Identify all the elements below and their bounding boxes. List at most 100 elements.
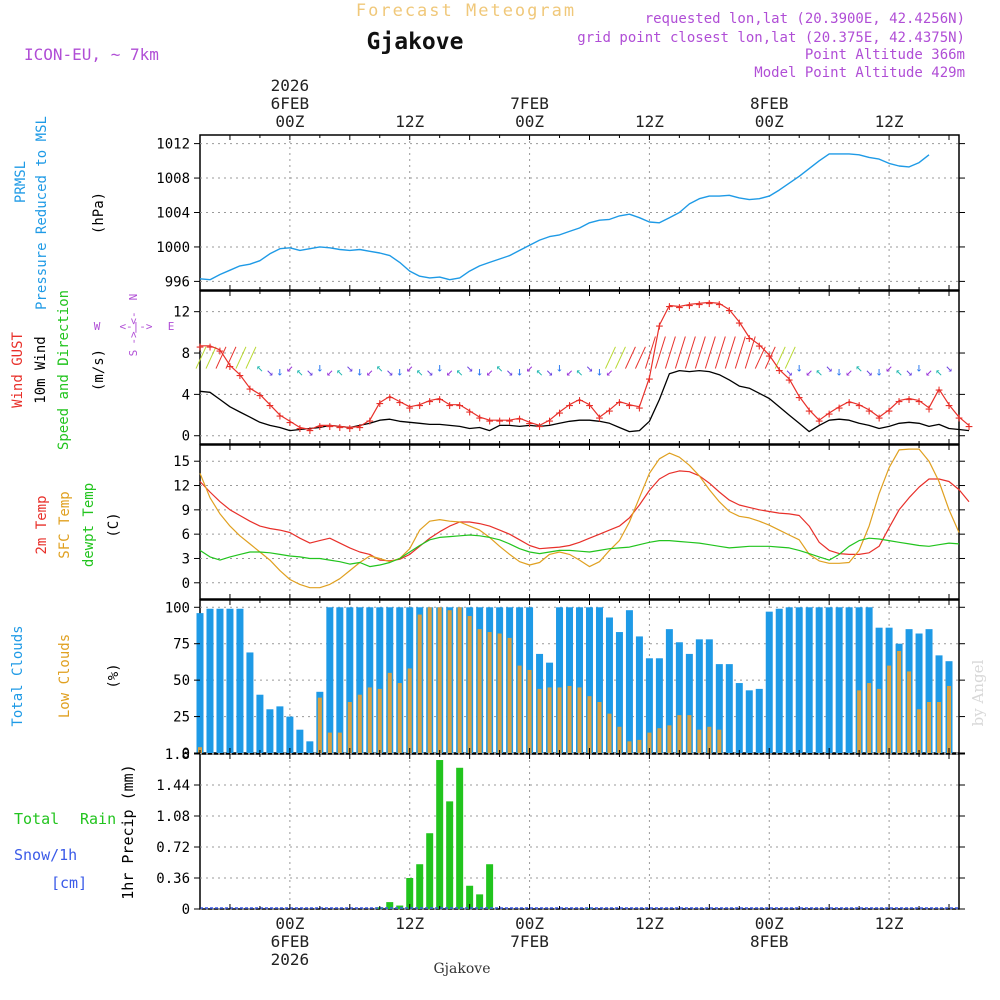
top-time-label: 8FEB <box>750 94 789 113</box>
wind-direction-arrow: ↘ <box>546 365 553 379</box>
rain-bar <box>386 902 394 909</box>
total-cloud-bar <box>855 607 863 753</box>
gust-marker: + <box>675 301 683 316</box>
gust-marker: + <box>725 304 733 319</box>
gust-marker: + <box>446 399 454 414</box>
wind-direction-arrow: ↙ <box>885 361 892 375</box>
gust-marker: + <box>466 405 474 420</box>
total-cloud-bar <box>376 607 384 753</box>
wind-hatch-mark <box>744 336 756 369</box>
bottom-time-label: 12Z <box>875 914 904 933</box>
clouds-ytick-label: 0 <box>182 746 190 762</box>
low-cloud-bar <box>407 668 412 753</box>
temperature-panel-frame <box>199 444 960 600</box>
total-cloud-bar <box>865 607 873 753</box>
gust-marker: + <box>596 411 604 426</box>
temperature-ytick-label: 12 <box>173 479 190 495</box>
low-cloud-bar <box>607 713 612 753</box>
wind-direction-arrow: ↓ <box>796 361 803 375</box>
total-cloud-bar <box>576 607 583 753</box>
wind-hatch-mark <box>684 336 696 369</box>
gust-marker: + <box>735 316 743 331</box>
gust-marker: + <box>945 399 953 414</box>
low-cloud-bar <box>917 709 922 753</box>
compass-s-arrow: -> <box>127 331 140 345</box>
gust-marker: + <box>486 414 494 429</box>
low-cloud-bar <box>337 732 342 753</box>
gust-marker: + <box>586 399 594 414</box>
gust-marker: + <box>406 401 414 416</box>
gust-marker: + <box>715 297 723 312</box>
total-cloud-bar <box>346 607 354 753</box>
total-cloud-bar <box>246 652 254 753</box>
gust-marker: + <box>366 414 374 429</box>
wind-direction-arrow: ↓ <box>836 365 843 379</box>
wind-direction-arrow: ↘ <box>866 365 873 379</box>
gust-marker: + <box>556 406 564 421</box>
wind-direction-arrow: ↘ <box>826 361 833 375</box>
low-cloud-bar <box>477 629 482 753</box>
gust-marker: + <box>476 411 484 426</box>
gust-marker: + <box>636 401 644 416</box>
wind-direction-arrow: ↓ <box>396 365 403 379</box>
top-time-label: 7FEB <box>510 94 549 113</box>
wind-compass: N <- -> S W <-|-> E <box>94 294 175 357</box>
total-cloud-bar <box>286 716 294 753</box>
pressure-ytick-label: 996 <box>165 274 190 290</box>
wind-hatch-mark <box>634 346 646 369</box>
total-cloud-bar <box>625 610 633 753</box>
location-title: Gjakove <box>367 29 464 55</box>
model-label: ICON-EU, ~ 7km <box>24 45 159 64</box>
compass-w: W <box>94 320 101 333</box>
gust-marker: + <box>855 399 863 414</box>
wind-direction-arrow: ↓ <box>316 361 323 375</box>
low-cloud-bar <box>627 741 632 753</box>
total-cloud-bar <box>835 607 843 753</box>
total-cloud-bar <box>296 729 304 753</box>
total-cloud-bar <box>276 706 284 753</box>
wind-direction-arrow: ↙ <box>526 361 533 375</box>
low-cloud-bar <box>717 729 722 753</box>
wind-direction-arrow: ↖ <box>336 365 343 379</box>
top-time-label: 00Z <box>275 112 304 131</box>
pressure-ytick-label: 1008 <box>156 171 190 187</box>
low-cloud-bar <box>677 715 682 753</box>
wind-direction-arrow: ↙ <box>806 365 813 379</box>
precip-total-label: Total <box>14 810 59 828</box>
precip-ylabel: Total Rain Snow/1h [cm] 1hr Precip (mm) <box>14 764 137 899</box>
bottom-time-label: 2026 <box>271 950 310 969</box>
top-time-label: 6FEB <box>271 94 310 113</box>
temperature-ytick-label: 9 <box>182 503 190 519</box>
wind-hatch-mark <box>215 346 227 369</box>
total-cloud-bar <box>635 636 643 753</box>
wind-hatch-mark <box>674 336 686 369</box>
wind-direction-arrow: ↓ <box>476 365 483 379</box>
wind-gust-line <box>200 301 970 431</box>
top-time-label: 12Z <box>635 112 664 131</box>
bottom-time-label: 12Z <box>395 914 424 933</box>
precip-ytick-label: 0.72 <box>156 840 190 856</box>
wind-direction-arrow: ↘ <box>346 361 353 375</box>
gust-marker: + <box>835 401 843 416</box>
low-cloud-bar <box>437 607 442 753</box>
gust-marker: + <box>935 383 943 398</box>
gust-marker: + <box>356 420 364 435</box>
rain-bar <box>446 801 454 909</box>
gust-marker: + <box>456 399 464 414</box>
wind-hatch-mark <box>245 346 257 369</box>
compass-e: E <box>168 320 175 333</box>
wind-direction-arrow: ↖ <box>536 365 543 379</box>
wind-label: 10m Wind <box>33 336 49 403</box>
wind-direction-arrow: ↘ <box>905 365 912 379</box>
pressure-ytick-label: 1004 <box>156 206 190 222</box>
low-cloud-bar <box>467 616 472 753</box>
wind-direction-arrow: ↙ <box>286 361 293 375</box>
wind-direction-arrow: ↙ <box>606 365 613 379</box>
wind-direction-arrow: ↖ <box>856 361 863 375</box>
total-cloud-bar <box>745 690 753 753</box>
temperature-ytick-label: 15 <box>173 454 190 470</box>
bottom-time-label: 6FEB <box>271 932 310 951</box>
low-cloud-bar <box>867 683 872 753</box>
temp-dewpt-line <box>199 534 960 568</box>
top-time-label: 00Z <box>515 112 544 131</box>
